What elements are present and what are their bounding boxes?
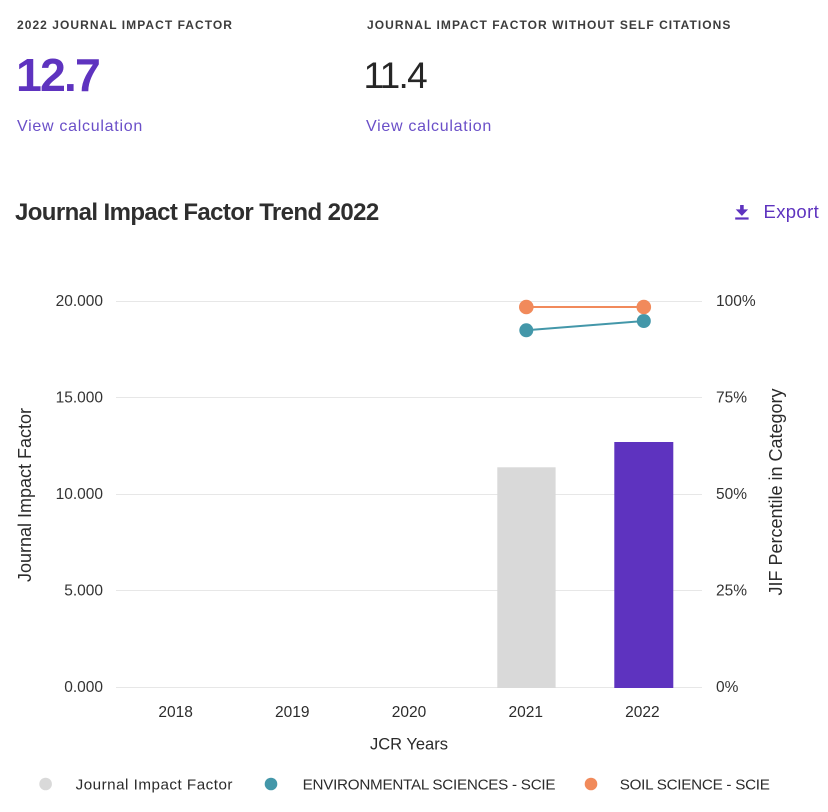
svg-text:0.000: 0.000 [64,679,103,696]
svg-text:5.000: 5.000 [64,583,103,600]
svg-text:2021: 2021 [508,704,542,721]
svg-text:JCR Years: JCR Years [370,736,448,754]
svg-text:2022: 2022 [625,704,659,721]
svg-text:100%: 100% [716,293,756,310]
svg-text:2018: 2018 [158,704,192,721]
svg-text:Journal Impact Factor: Journal Impact Factor [15,408,35,582]
svg-text:2019: 2019 [275,704,309,721]
svg-text:0%: 0% [716,679,739,696]
svg-text:Journal Impact Factor: Journal Impact Factor [76,777,233,794]
svg-text:25%: 25% [716,583,747,600]
svg-text:75%: 75% [716,390,747,407]
svg-text:15.000: 15.000 [56,390,104,407]
svg-text:2020: 2020 [392,704,427,721]
svg-text:JIF Percentile in Category: JIF Percentile in Category [766,388,786,595]
svg-text:20.000: 20.000 [56,293,104,310]
svg-text:SOIL SCIENCE - SCIE: SOIL SCIENCE - SCIE [620,777,770,794]
svg-text:50%: 50% [716,486,747,503]
svg-text:ENVIRONMENTAL SCIENCES - SCIE: ENVIRONMENTAL SCIENCES - SCIE [303,777,556,794]
svg-text:10.000: 10.000 [56,486,104,503]
